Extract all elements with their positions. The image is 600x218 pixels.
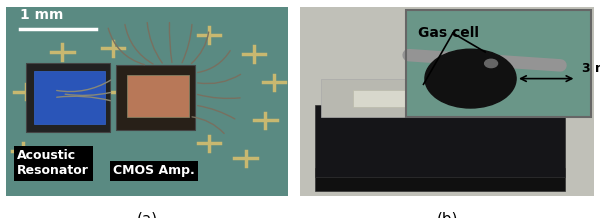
Text: 1 mm: 1 mm [20,8,64,22]
Bar [314,168,565,191]
Bar [116,65,195,130]
Circle shape [407,83,440,104]
Bar [26,63,110,132]
Text: 3 mm: 3 mm [582,62,600,75]
Text: (b): (b) [436,211,458,218]
Bar [353,90,476,107]
Text: Gas cell: Gas cell [418,26,479,39]
Bar [320,79,559,117]
Bar [406,10,591,117]
Circle shape [485,59,497,68]
Bar [314,105,565,177]
Circle shape [425,49,516,108]
Text: CMOS Amp.: CMOS Amp. [113,164,195,177]
Text: (a): (a) [136,211,158,218]
FancyArrowPatch shape [409,55,560,65]
Bar [127,75,190,117]
Bar [34,71,104,124]
Text: Acoustic
Resonator: Acoustic Resonator [17,149,89,177]
Bar [406,10,591,117]
